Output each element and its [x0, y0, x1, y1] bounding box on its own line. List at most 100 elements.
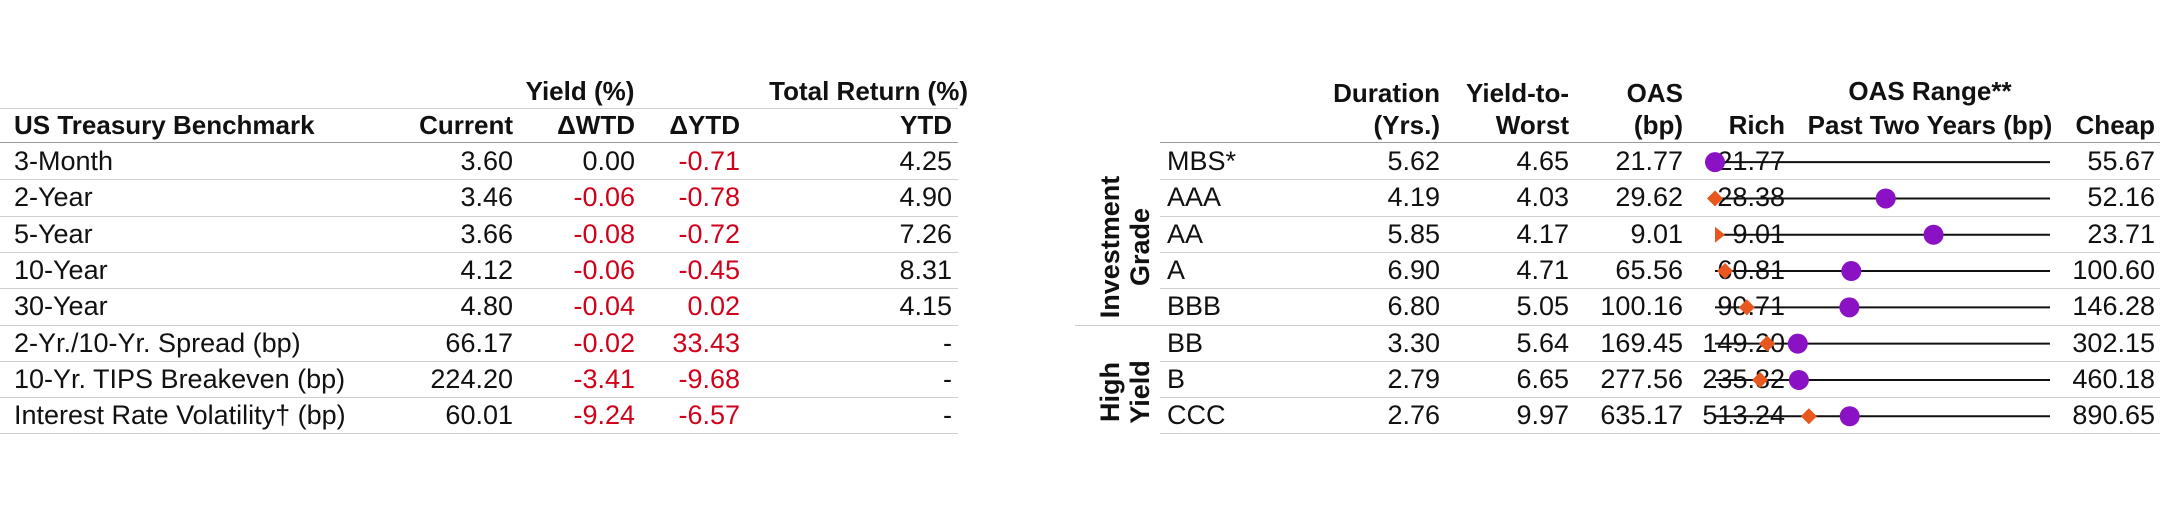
benchmark-label: 10-Yr. TIPS Breakeven (bp)	[14, 363, 346, 394]
rating-label: BBB	[1167, 291, 1222, 322]
ytd-total-return: -	[943, 400, 952, 431]
oas-value: 65.56	[1615, 254, 1683, 285]
header-bottom-divider	[0, 142, 958, 143]
column-header-benchmark: US Treasury Benchmark	[14, 110, 315, 140]
ytd-change: 33.43	[672, 327, 740, 358]
ytd-change: -9.68	[678, 363, 740, 394]
duration-value: 3.30	[1387, 327, 1440, 358]
row-divider	[1160, 397, 2160, 399]
column-header-rich: Rich	[1728, 110, 1785, 140]
wtd-change: -0.08	[573, 218, 635, 249]
duration-value: 2.76	[1387, 400, 1440, 431]
header-divider	[0, 108, 958, 109]
duration-value: 2.79	[1387, 363, 1440, 394]
cheap-value: 52.16	[2087, 182, 2155, 213]
column-header-duration-line1: Duration	[1333, 78, 1440, 108]
ytd-change: -0.78	[678, 182, 740, 213]
yield-to-worst-value: 5.05	[1516, 291, 1569, 322]
rating-label: CCC	[1167, 400, 1226, 431]
oas-range-chart	[1705, 152, 2050, 427]
cheap-value: 302.15	[2072, 327, 2155, 358]
row-divider	[1160, 288, 2160, 290]
yield-to-worst-value: 4.65	[1516, 146, 1569, 176]
rating-label: MBS*	[1167, 146, 1237, 176]
current-oas-marker	[1875, 188, 1896, 209]
duration-value: 5.62	[1387, 146, 1440, 176]
row-divider	[1160, 215, 2160, 217]
row-divider	[0, 397, 958, 399]
credit-oas-table: Duration (Yrs.) Yield-to- Worst OAS (bp)…	[1075, 0, 2160, 505]
wtd-change: -9.24	[573, 400, 635, 431]
benchmark-label: 10-Year	[14, 254, 108, 285]
wtd-change: -0.06	[573, 182, 635, 213]
ytd-total-return: 4.15	[899, 291, 952, 322]
current-oas-marker	[1841, 261, 1862, 282]
benchmark-label: Interest Rate Volatility† (bp)	[14, 400, 346, 431]
ytd-change: -0.71	[678, 146, 740, 176]
rating-label: AA	[1167, 218, 1204, 249]
group-divider	[1075, 324, 2160, 326]
wtd-change: -3.41	[573, 363, 635, 394]
oas-value: 635.17	[1600, 400, 1683, 431]
column-header-oas-range-line2: Past Two Years (bp)	[1807, 110, 2053, 140]
oas-value: 277.56	[1600, 363, 1683, 394]
cheap-value: 146.28	[2072, 291, 2155, 322]
rich-value: 513.24	[1702, 400, 1785, 431]
benchmark-label: 3-Month	[14, 146, 114, 176]
prior-oas-marker	[1738, 299, 1755, 316]
prior-oas-marker	[1717, 263, 1734, 280]
credit-header-divider	[1160, 142, 2160, 143]
oas-value: 9.01	[1630, 218, 1683, 249]
wtd-change: -0.02	[573, 327, 635, 358]
duration-value: 6.80	[1387, 291, 1440, 322]
column-header-cheap: Cheap	[2075, 110, 2155, 140]
yield-to-worst-value: 4.03	[1516, 182, 1569, 213]
rating-label: A	[1167, 254, 1186, 285]
wtd-change: 0.00	[582, 146, 635, 176]
column-header-ytd-return: YTD	[900, 110, 952, 140]
ytd-change: -0.72	[678, 218, 740, 249]
column-header-oas-line1: OAS	[1626, 78, 1683, 108]
cheap-value: 460.18	[2072, 363, 2155, 394]
cheap-value: 23.71	[2087, 218, 2155, 249]
row-divider	[0, 288, 958, 290]
yield-to-worst-value: 5.64	[1516, 327, 1569, 358]
ytd-change: 0.02	[687, 291, 740, 322]
column-header-oas-line2: (bp)	[1633, 110, 1683, 140]
yield-to-worst-value: 4.71	[1516, 254, 1569, 285]
current-yield: 60.01	[445, 400, 513, 431]
cheap-value: 100.60	[2072, 254, 2155, 285]
row-divider	[0, 324, 958, 326]
current-yield: 4.80	[460, 291, 513, 322]
current-oas-marker	[1787, 333, 1808, 354]
duration-value: 4.19	[1387, 182, 1440, 213]
row-divider	[0, 179, 958, 181]
column-header-wtd: ΔWTD	[557, 110, 635, 140]
row-divider	[0, 215, 958, 217]
benchmark-label: 5-Year	[14, 218, 93, 249]
rating-label: AAA	[1167, 182, 1222, 213]
column-header-duration-line2: (Yrs.)	[1373, 110, 1440, 140]
current-oas-marker	[1839, 406, 1860, 427]
oas-value: 29.62	[1615, 182, 1683, 213]
row-divider	[1160, 433, 2160, 435]
current-yield: 3.66	[460, 218, 513, 249]
column-header-ytd-delta: ΔYTD	[669, 110, 740, 140]
duration-value: 5.85	[1387, 218, 1440, 249]
row-divider	[0, 360, 958, 362]
benchmark-label: 2-Year	[14, 182, 93, 213]
ytd-change: -6.57	[678, 400, 740, 431]
benchmark-label: 2-Yr./10-Yr. Spread (bp)	[14, 327, 301, 358]
row-divider	[0, 433, 958, 435]
current-oas-marker	[1839, 297, 1860, 318]
row-divider	[1160, 360, 2160, 362]
yield-to-worst-value: 6.65	[1516, 363, 1569, 394]
current-yield: 3.46	[460, 182, 513, 213]
row-divider	[0, 251, 958, 253]
rich-value: 21.77	[1717, 146, 1785, 176]
rich-value: 28.38	[1717, 182, 1785, 213]
prior-oas-marker	[1800, 408, 1817, 425]
rich-value: 235.82	[1702, 363, 1785, 394]
row-divider	[1160, 179, 2160, 181]
ytd-total-return: 4.90	[899, 182, 952, 213]
